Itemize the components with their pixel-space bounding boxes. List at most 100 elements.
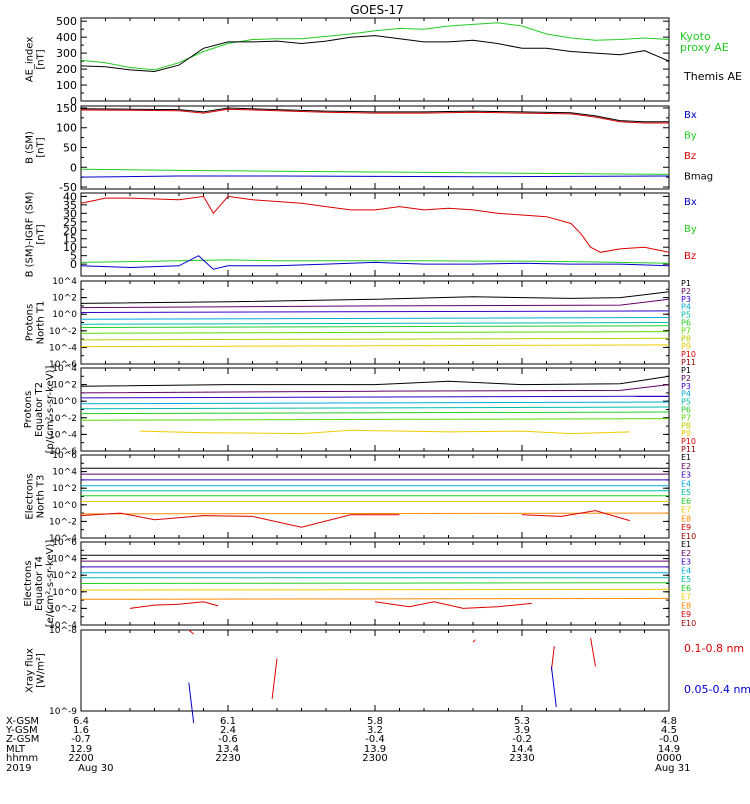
y-tick-label: 150 (56, 102, 77, 115)
y-tick-label: 10^6 (52, 538, 77, 548)
legend-item: E2 (681, 549, 691, 558)
x-tick-value: 2300 (362, 753, 387, 764)
legend-item: E1 (681, 540, 691, 549)
series-e9b (375, 602, 532, 609)
y-axis-label: Xray flux (25, 648, 36, 693)
panel-frame (81, 630, 669, 711)
legend-item: E3 (681, 558, 691, 567)
legend-item: E8 (681, 514, 691, 523)
series-p3 (81, 396, 669, 398)
y-axis-label: Electrons (23, 560, 34, 606)
panel-frame (81, 368, 669, 451)
y-tick-label: 10^4 (52, 364, 77, 374)
y-axis-label: North T1 (36, 301, 47, 345)
x-axis-annotation: X-GSMY-GSMZ-GSMMLThhmm20196.41.6-0.712.9… (5, 716, 690, 774)
y-tick-label: 500 (56, 15, 77, 28)
series-p9 (140, 430, 630, 433)
series-bz (81, 196, 669, 252)
series-p4 (81, 402, 669, 404)
legend-item: E7 (681, 593, 691, 602)
series-p6 (81, 412, 669, 414)
series-e6 (81, 583, 669, 584)
y-tick-label: 0 (70, 161, 77, 174)
y-tick-label: 10^-2 (49, 327, 77, 337)
legend-item: 0.1-0.8 nm (684, 642, 744, 655)
y-axis-label: Equator T2 (34, 382, 45, 437)
legend-item: 0.05-0.4 nm (684, 683, 750, 696)
y-tick-label: 10^6 (52, 451, 77, 461)
x-row-label: 2019 (6, 763, 31, 774)
series-by (81, 169, 669, 174)
series-p5 (81, 323, 669, 325)
y-tick-label: 10^-4 (49, 343, 77, 353)
y-tick-label: 400 (56, 31, 77, 44)
y-axis-label: North T3 (36, 475, 47, 519)
y-tick-label: 100 (56, 122, 77, 135)
y-axis-label: Protons (25, 304, 36, 341)
y-tick-label: 10^0 (52, 588, 77, 598)
plot-title: GOES-17 (350, 3, 404, 17)
y-axis-label: [nT] (36, 224, 47, 244)
legend-item: Bmag (684, 172, 713, 183)
legend-item: E9 (681, 610, 691, 619)
y-axis-label: [nT] (36, 137, 47, 157)
series-bx (81, 256, 669, 270)
y-axis-label: [e/(cm²-s-sr-keV)] (45, 540, 56, 628)
series-p8 (81, 338, 669, 340)
series-0-1-0-8-nm-e (591, 638, 596, 666)
legend-item: E5 (681, 488, 691, 497)
y-tick-label: 40 (63, 190, 77, 203)
y-axis-label: [W/m²] (36, 653, 47, 688)
y-tick-label: 10^0 (52, 501, 77, 511)
series-0-05-0-4-nm-a (189, 683, 194, 724)
legend-item: E8 (681, 601, 691, 610)
series-e9b (522, 511, 630, 521)
series-p2 (81, 299, 669, 307)
legend-item: E9 (681, 523, 691, 532)
legend-item: E10 (681, 619, 696, 628)
panel-frame (81, 455, 669, 538)
series-p7 (81, 332, 669, 334)
series-p6 (81, 326, 669, 328)
x-tick-value: Aug 31 (655, 763, 690, 774)
series-p5 (81, 407, 669, 409)
legend-item: Bz (684, 151, 696, 162)
legend-item: E3 (681, 471, 691, 480)
series-bx (81, 176, 669, 177)
y-axis-label: [nT] (36, 49, 47, 69)
y-tick-label: 300 (56, 47, 77, 60)
legend-item: Bx (684, 110, 697, 121)
legend-item: Bz (684, 251, 696, 262)
y-tick-label: 10^4 (52, 555, 77, 565)
series-0-1-0-8-nm-c (473, 640, 475, 643)
legend-item: By (684, 224, 697, 235)
legend-item: E2 (681, 462, 691, 471)
legend-item: E6 (681, 497, 691, 506)
y-axis-label: Protons (23, 391, 34, 428)
y-axis-label: Equator T4 (34, 556, 45, 611)
y-axis-label: B (SM) (25, 131, 36, 164)
y-tick-label: 200 (56, 63, 77, 76)
series-kyoto-proxy-ae (81, 23, 669, 70)
y-tick-label: 100 (56, 79, 77, 92)
series-p7 (81, 419, 669, 421)
legend-item: E7 (681, 506, 691, 515)
legend-item: E4 (681, 566, 691, 575)
y-axis-label: AE_index (25, 37, 36, 83)
legend-item: By (684, 131, 697, 142)
series-0-1-0-8-nm-b (272, 658, 277, 699)
legend-item: E1 (681, 453, 691, 462)
legend-item: E5 (681, 575, 691, 584)
series-0-1-0-8-nm-a (189, 630, 194, 634)
y-tick-label: 50 (63, 142, 77, 155)
y-tick-label: 10^0 (52, 397, 77, 407)
series-e9a (81, 513, 400, 527)
